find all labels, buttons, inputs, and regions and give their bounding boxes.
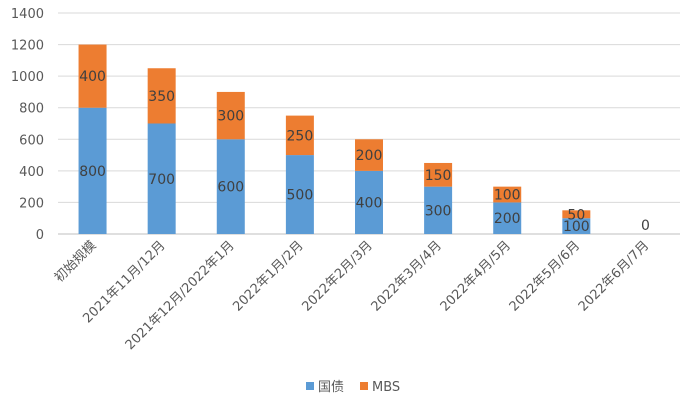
data-label: 300 — [425, 203, 452, 219]
x-tick-label: 2022年6月/7月 — [576, 238, 652, 314]
bar-segment-mbs — [493, 186, 522, 203]
data-label: 300 — [217, 109, 244, 125]
bar-segment-guozhai — [355, 170, 383, 234]
bar-segment-mbs — [78, 44, 107, 108]
x-tick-label: 2022年1月/2月 — [230, 238, 306, 314]
data-label: 500 — [287, 188, 314, 204]
data-label: 200 — [494, 211, 521, 227]
bar-segment-mbs — [285, 115, 314, 156]
y-tick-label: 800 — [19, 102, 44, 117]
data-label: 200 — [356, 148, 383, 164]
y-tick-label: 600 — [19, 133, 44, 148]
x-axis: 初始规模2021年11月/12月2021年12月/2022年1月2022年1月/… — [52, 238, 652, 353]
y-tick-label: 400 — [19, 165, 44, 180]
x-tick-label: 2022年2月/3月 — [299, 238, 375, 314]
legend-swatch — [306, 382, 314, 390]
bar-segment-guozhai — [78, 107, 107, 234]
data-label: 150 — [425, 168, 452, 184]
bar-segment-guozhai — [147, 123, 176, 234]
data-label: 350 — [148, 89, 175, 105]
data-label: 400 — [79, 69, 106, 85]
x-tick-label: 2022年3月/4月 — [369, 238, 445, 314]
data-label: 400 — [356, 195, 383, 211]
bars — [78, 44, 591, 234]
x-tick-label: 2022年5月/6月 — [507, 238, 583, 314]
legend-label: MBS — [372, 380, 400, 395]
y-tick-label: 1000 — [11, 70, 44, 85]
legend-label: 国债 — [318, 380, 344, 395]
y-tick-label: 0 — [36, 228, 44, 243]
bar-segment-guozhai — [216, 139, 245, 234]
data-label: 0 — [641, 218, 650, 234]
data-label: 800 — [79, 164, 106, 180]
data-label: 250 — [287, 128, 314, 144]
bar-segment-mbs — [424, 162, 453, 187]
bar-segment-guozhai — [493, 202, 522, 234]
bar-segment-guozhai — [424, 186, 453, 234]
bar-segment-mbs — [216, 91, 245, 140]
bar-segment-mbs — [562, 210, 591, 219]
data-label: 600 — [217, 180, 244, 196]
data-label: 50 — [567, 207, 585, 223]
x-tick-label: 2022年4月/5月 — [438, 238, 514, 314]
data-label: 700 — [148, 172, 175, 188]
bar-segment-guozhai — [562, 218, 591, 234]
bar-segment-mbs — [355, 139, 383, 171]
bar-segment-guozhai — [285, 155, 314, 234]
y-tick-label: 200 — [19, 196, 44, 211]
y-tick-label: 1200 — [11, 39, 44, 54]
x-tick-label: 初始规模 — [52, 238, 99, 285]
y-axis: 0 200 400 600 800 1000 1200 1400 — [11, 7, 44, 243]
legend-swatch — [360, 382, 368, 390]
y-tick-label: 1400 — [11, 7, 44, 22]
legend: 国债 MBS — [306, 380, 400, 395]
data-label: 100 — [494, 188, 521, 204]
data-labels: 8004007003506003005002504002003001502001… — [79, 69, 650, 235]
data-label: 100 — [563, 219, 590, 235]
bar-segment-mbs — [147, 68, 176, 124]
